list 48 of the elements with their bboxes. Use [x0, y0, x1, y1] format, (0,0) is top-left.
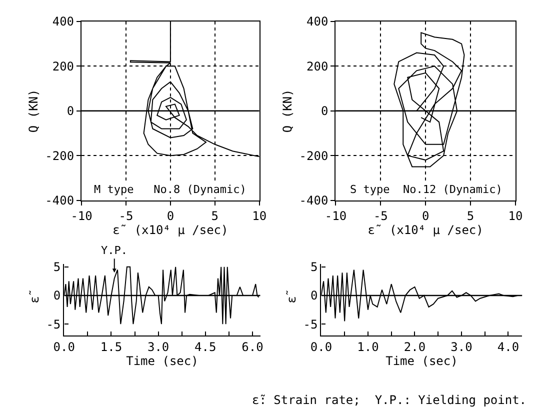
x-tick-label: 10 — [252, 208, 267, 223]
y-tick-label: -200 — [45, 148, 74, 163]
x-tick-label: 4.0 — [497, 340, 520, 354]
y-axis-title: Q (KN) — [26, 89, 40, 133]
x-tick-label: -10 — [324, 208, 347, 223]
y-axis-title: ε̃ — [28, 290, 42, 304]
y-tick-label: -5 — [303, 317, 318, 332]
y-tick-label: -400 — [299, 193, 328, 208]
y-tick-label: 400 — [306, 14, 328, 29]
annotation: M type No.8 (Dynamic) — [94, 183, 246, 196]
x-axis-title: Time (sec) — [386, 354, 458, 368]
x-tick-label: 0.0 — [310, 340, 332, 354]
x-axis-title: Time (sec) — [126, 354, 198, 368]
y-tick-label: 0 — [66, 104, 74, 118]
y-tick-label: 0 — [320, 104, 328, 118]
y-tick-label: 5 — [310, 260, 318, 274]
y-tick-label: 200 — [306, 59, 328, 74]
x-tick-label: 1.0 — [357, 340, 379, 354]
x-tick-label: 2.0 — [404, 340, 426, 354]
y-axis-title: Q (KN) — [280, 89, 295, 133]
x-tick-label: 3.0 — [450, 340, 472, 354]
x-tick-label: 6.0 — [242, 340, 264, 354]
y-tick-label: 400 — [52, 14, 74, 29]
y-tick-label: 0 — [53, 288, 61, 303]
y-tick-label: 0 — [310, 288, 318, 303]
x-tick-label: 1.5 — [100, 340, 122, 354]
x-tick-label: -5 — [118, 208, 134, 223]
x-tick-label: 0.0 — [53, 340, 75, 354]
x-axis-title: ε̃ (x10⁴ μ /sec) — [112, 222, 228, 237]
y-tick-label: 5 — [53, 260, 61, 274]
text: ε̃: Strain rate; Y.P.: Yielding point. — [252, 393, 527, 407]
x-axis-title: ε̃ (x10⁴ μ /sec) — [368, 222, 484, 237]
annotation: S type No.12 (Dynamic) — [350, 183, 502, 196]
annotation: Y.P. — [101, 244, 128, 257]
x-tick-label: 5 — [466, 208, 474, 223]
y-tick-label: -5 — [46, 317, 61, 332]
y-tick-label: -400 — [45, 193, 74, 208]
x-tick-label: 10 — [508, 208, 523, 223]
x-tick-label: -5 — [373, 208, 388, 223]
x-tick-label: 4.5 — [194, 340, 216, 354]
y-tick-label: 200 — [52, 59, 74, 74]
x-tick-label: 0 — [422, 208, 430, 223]
y-tick-label: -200 — [299, 148, 328, 163]
x-tick-label: 3.0 — [147, 340, 170, 354]
x-tick-label: 5 — [211, 208, 219, 223]
y-axis-title: ε̃ — [284, 290, 299, 304]
x-tick-label: -10 — [70, 208, 92, 223]
x-tick-label: 0 — [166, 208, 174, 223]
